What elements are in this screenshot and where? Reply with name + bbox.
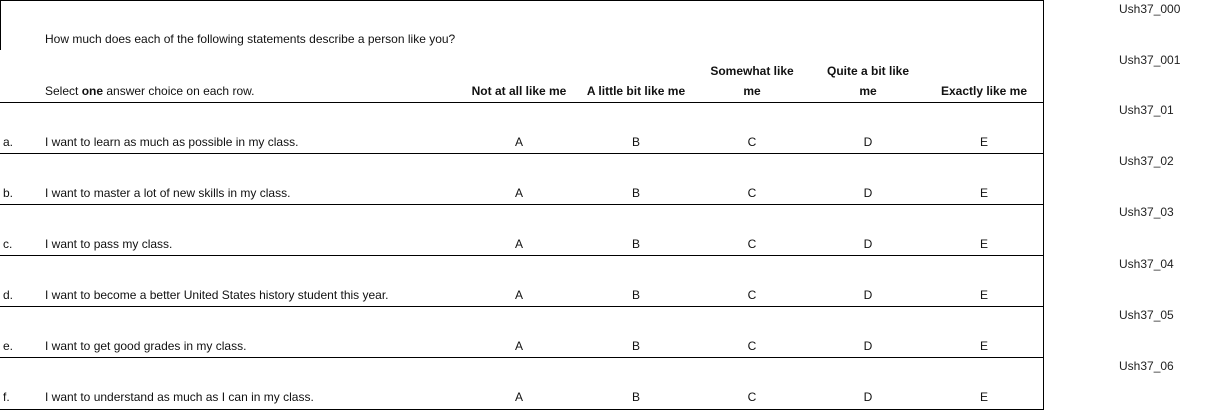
header-divider (0, 102, 1043, 103)
answer-option-a[interactable]: A (514, 186, 523, 200)
row-statement: I want to pass my class. (45, 237, 173, 251)
row-divider (0, 255, 1043, 256)
question-text: How much does each of the following stat… (45, 32, 456, 46)
row-divider (0, 357, 1043, 358)
item-code: Ush37_000 (1119, 2, 1181, 16)
answer-option-e[interactable]: E (979, 288, 988, 302)
answer-option-d[interactable]: D (863, 237, 873, 251)
item-code: Ush37_03 (1119, 205, 1174, 219)
answer-option-d[interactable]: D (863, 339, 873, 353)
answer-option-d[interactable]: D (863, 288, 873, 302)
instruction-bold: one (81, 84, 104, 98)
answer-option-a[interactable]: A (514, 135, 523, 149)
row-letter: f. (3, 390, 10, 404)
item-code: Ush37_04 (1119, 257, 1174, 271)
row-statement: I want to get good grades in my class. (45, 339, 247, 353)
item-code: Ush37_02 (1119, 154, 1174, 168)
table-border-left (0, 0, 1, 50)
answer-option-c[interactable]: C (747, 390, 757, 404)
item-code: Ush37_001 (1119, 53, 1181, 67)
answer-option-a[interactable]: A (514, 339, 523, 353)
answer-option-e[interactable]: E (979, 339, 988, 353)
answer-option-a[interactable]: A (514, 288, 523, 302)
column-header-not-at-all: Not at all like me (471, 84, 567, 98)
answer-option-b[interactable]: B (631, 288, 640, 302)
column-header-quite-a-bit: Quite a bit like me (826, 64, 910, 98)
answer-option-e[interactable]: E (979, 186, 988, 200)
item-code: Ush37_05 (1119, 308, 1174, 322)
answer-option-a[interactable]: A (514, 237, 523, 251)
instruction-before: Select (45, 84, 82, 98)
column-header-somewhat: Somewhat like me (710, 64, 794, 98)
item-code: Ush37_06 (1119, 359, 1174, 373)
answer-option-c[interactable]: C (747, 186, 757, 200)
answer-option-c[interactable]: C (747, 288, 757, 302)
row-letter: b. (3, 186, 14, 200)
answer-option-d[interactable]: D (863, 135, 873, 149)
answer-option-c[interactable]: C (747, 135, 757, 149)
item-code: Ush37_01 (1119, 103, 1174, 117)
table-border-top (0, 0, 1043, 1)
answer-option-e[interactable]: E (979, 390, 988, 404)
answer-option-d[interactable]: D (863, 186, 873, 200)
answer-option-b[interactable]: B (631, 339, 640, 353)
row-statement: I want to master a lot of new skills in … (45, 186, 291, 200)
row-statement: I want to learn as much as possible in m… (45, 135, 299, 149)
column-header-little-bit: A little bit like me (586, 84, 686, 98)
instruction-after: answer choice on each row. (103, 84, 255, 98)
row-letter: d. (3, 288, 14, 302)
row-letter: e. (3, 339, 14, 353)
row-statement: I want to become a better United States … (45, 288, 389, 302)
column-header-exactly: Exactly like me (940, 84, 1028, 98)
row-divider (0, 153, 1043, 154)
row-divider (0, 306, 1043, 307)
row-divider (0, 204, 1043, 205)
instruction-text: Select one answer choice on each row. (45, 84, 254, 98)
row-letter: c. (3, 237, 13, 251)
answer-option-b[interactable]: B (631, 237, 640, 251)
answer-option-a[interactable]: A (514, 390, 523, 404)
row-statement: I want to understand as much as I can in… (45, 390, 314, 404)
answer-option-d[interactable]: D (863, 390, 873, 404)
table-border-right (1043, 0, 1044, 410)
answer-option-b[interactable]: B (631, 135, 640, 149)
answer-option-e[interactable]: E (979, 237, 988, 251)
answer-option-c[interactable]: C (747, 339, 757, 353)
answer-option-b[interactable]: B (631, 390, 640, 404)
answer-option-e[interactable]: E (979, 135, 988, 149)
answer-option-b[interactable]: B (631, 186, 640, 200)
answer-option-c[interactable]: C (747, 237, 757, 251)
row-letter: a. (3, 135, 14, 149)
